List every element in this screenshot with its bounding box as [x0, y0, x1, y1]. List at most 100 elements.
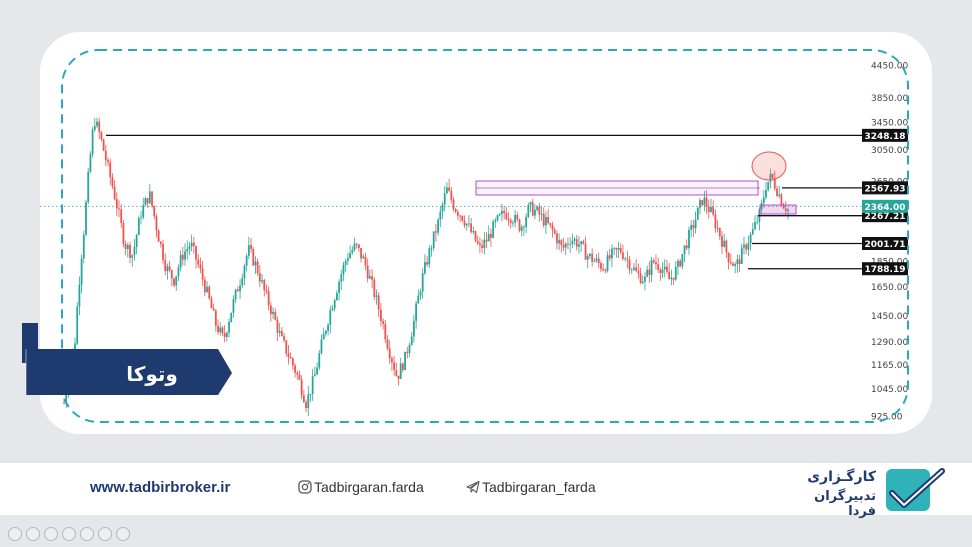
candle-body — [155, 216, 158, 231]
candle-body — [740, 247, 743, 264]
candle-body — [677, 260, 679, 267]
candle-body — [371, 276, 373, 280]
candle-body — [126, 244, 129, 249]
candle-body — [738, 259, 741, 264]
candle-body — [736, 259, 739, 265]
candle-body — [368, 276, 371, 279]
candle-body — [296, 372, 299, 375]
candle-body — [82, 234, 85, 259]
level-label: 2001.71 — [865, 240, 906, 250]
candle-body — [628, 259, 631, 270]
candle-body — [408, 345, 411, 353]
candle-body — [575, 239, 578, 247]
candle-body — [195, 246, 197, 260]
candle-body — [613, 248, 616, 249]
more-icon[interactable] — [116, 527, 130, 541]
candle-body — [644, 276, 646, 282]
candle-body — [236, 289, 239, 292]
symbol-tag: وتوکا — [22, 323, 232, 395]
candle-body — [133, 246, 136, 256]
candle-body — [263, 280, 266, 291]
zones-layer — [475, 151, 797, 215]
pen-icon[interactable] — [62, 527, 76, 541]
candle-body — [329, 310, 332, 325]
candle-body — [646, 269, 649, 277]
candle-body — [756, 221, 759, 223]
candle-body — [201, 268, 204, 280]
candle-body — [743, 244, 745, 248]
back-icon[interactable] — [44, 527, 58, 541]
candle-body — [578, 244, 580, 247]
candle-body — [490, 233, 492, 238]
candle-body — [754, 222, 756, 230]
candle-body — [626, 258, 629, 260]
candle-body — [545, 216, 547, 226]
next-icon[interactable] — [26, 527, 40, 541]
candle-body — [151, 191, 153, 206]
candle-body — [705, 197, 708, 207]
y-tick-label: 1290.00 — [871, 338, 908, 348]
candle-body — [650, 260, 653, 275]
candle-body — [404, 351, 406, 371]
candle-body — [765, 190, 767, 198]
candle-body — [487, 233, 490, 242]
candle-body — [714, 214, 717, 229]
candle-body — [476, 241, 479, 244]
candle-body — [514, 214, 517, 223]
instagram-icon — [298, 480, 312, 494]
candle-body — [239, 285, 241, 292]
candle-body — [683, 245, 686, 255]
y-tick-label: 925.00 — [871, 413, 903, 423]
candle-body — [767, 181, 770, 191]
candle-body — [98, 121, 101, 133]
candle-body — [364, 256, 367, 266]
candle-body — [307, 394, 310, 409]
candle-body — [305, 402, 307, 409]
candle-body — [562, 244, 565, 248]
candle-body — [265, 290, 268, 292]
candle-body — [760, 203, 763, 210]
candle-body — [331, 308, 334, 311]
candle-body — [432, 231, 435, 249]
y-tick-label: 1650.00 — [871, 283, 908, 293]
candle-body — [769, 173, 772, 182]
candle-body — [280, 330, 283, 336]
candle-body — [703, 197, 706, 206]
candle-body — [507, 219, 510, 220]
candle-body — [256, 261, 259, 274]
candle-body — [100, 132, 103, 140]
candle-body — [397, 375, 400, 379]
search-icon[interactable] — [98, 527, 112, 541]
candle-body — [597, 258, 600, 264]
candle-body — [751, 229, 754, 235]
candle-body — [333, 300, 336, 309]
candle-body — [567, 243, 569, 245]
candle-body — [221, 327, 224, 334]
candle-body — [701, 200, 704, 206]
candle-body — [485, 239, 488, 242]
candle-body — [250, 245, 252, 249]
candle-body — [516, 214, 519, 220]
candle-body — [267, 291, 270, 306]
candle-body — [252, 248, 255, 266]
candle-body — [399, 363, 402, 379]
candle-body — [454, 209, 457, 213]
current-price-label-bg — [862, 199, 908, 213]
telegram-handle[interactable]: Tadbirgaran_farda — [482, 479, 596, 495]
candle-body — [80, 258, 83, 285]
candle-body — [479, 243, 481, 246]
prev-icon[interactable] — [8, 527, 22, 541]
candle-body — [164, 260, 167, 272]
instagram-handle[interactable]: Tadbirgaran.farda — [314, 479, 424, 495]
candle-body — [611, 248, 613, 259]
copy-icon[interactable] — [80, 527, 94, 541]
website-link[interactable]: www.tadbirbroker.ir — [90, 479, 231, 496]
candle-body — [659, 269, 662, 274]
candle-body — [699, 200, 701, 208]
candle-body — [355, 243, 358, 245]
candle-body — [725, 240, 728, 253]
candle-body — [346, 258, 349, 262]
candle-body — [217, 325, 219, 333]
candle-body — [472, 231, 475, 233]
candle-body — [153, 205, 156, 217]
